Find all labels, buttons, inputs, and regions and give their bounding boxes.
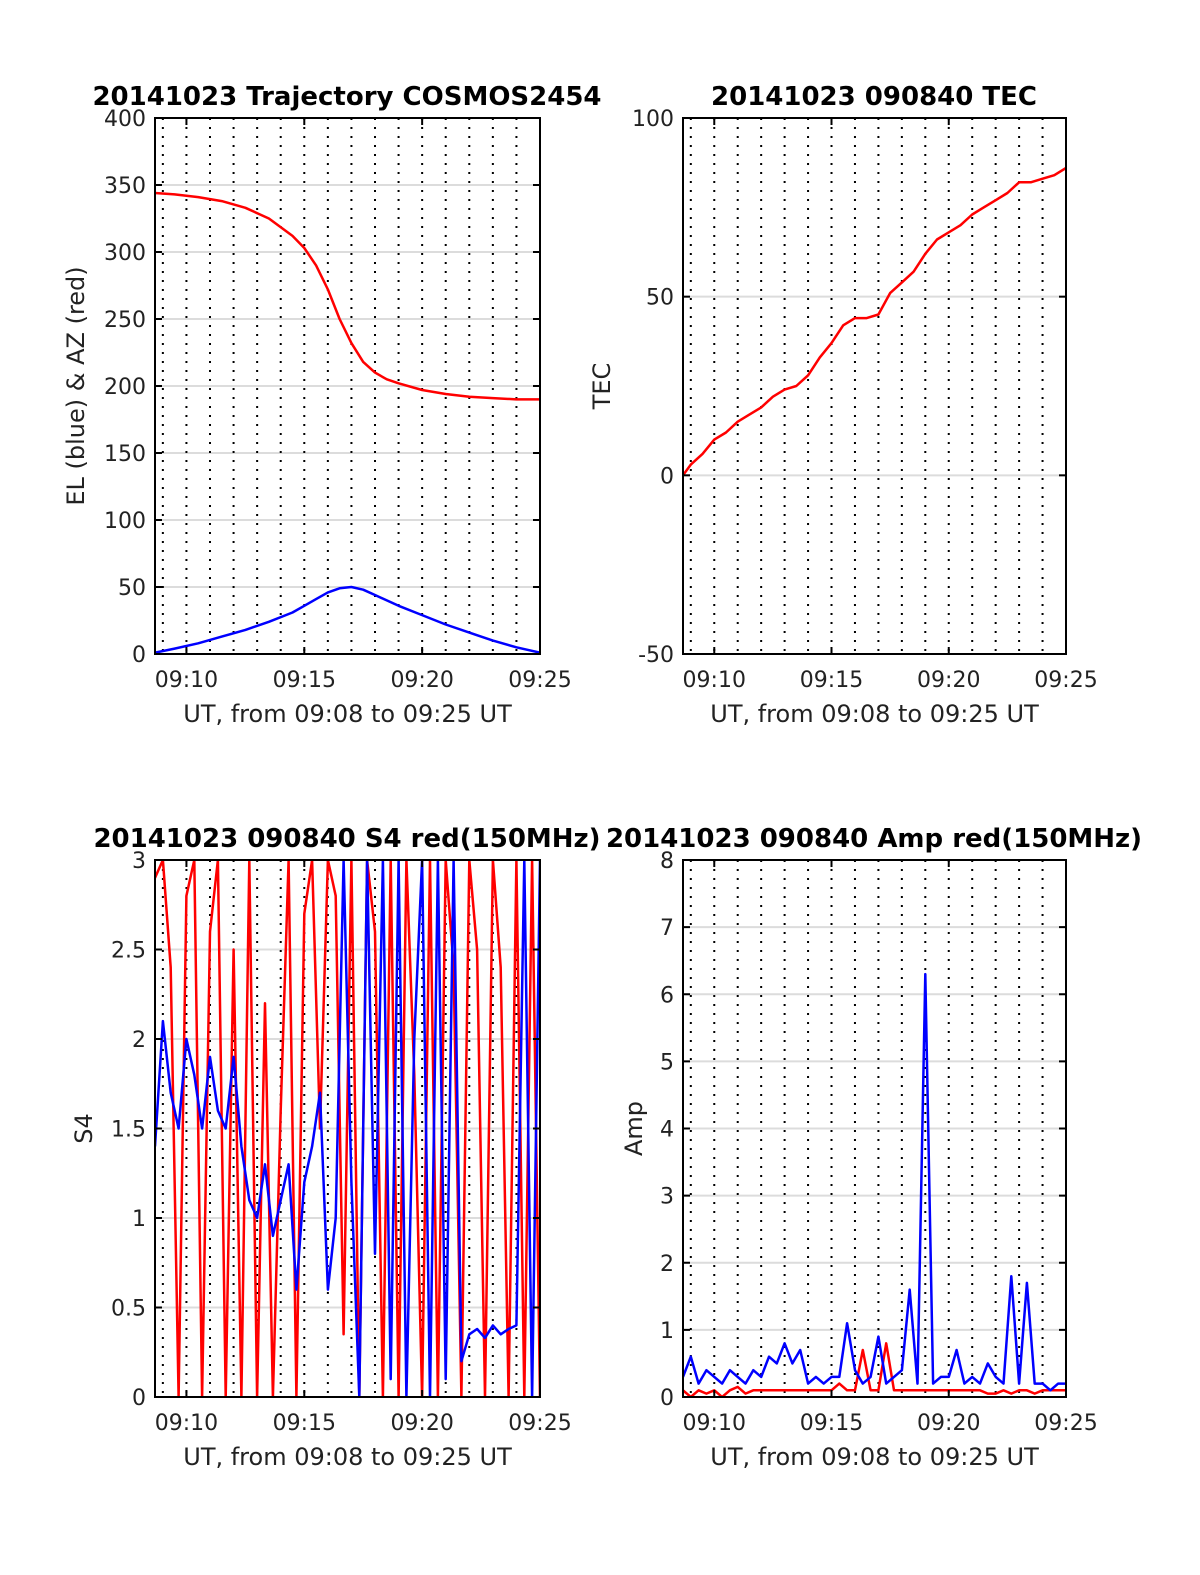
y-tick-label: 200 [104,375,146,400]
y-tick-label: 6 [660,983,674,1008]
y-tick-label: 0 [132,643,146,668]
x-tick-label: 09:10 [155,1411,218,1436]
y-axis-label: Amp [620,1101,648,1156]
chart-title: 20141023 090840 Amp red(150MHz) [606,824,1142,854]
x-axis-label: UT, from 09:08 to 09:25 UT [710,700,1039,728]
x-tick-label: 09:25 [1034,1411,1097,1436]
y-tick-label: 100 [632,107,674,132]
y-tick-label: 150 [104,442,146,467]
y-tick-label: 2 [660,1252,674,1277]
y-tick-label: 7 [660,916,674,941]
y-tick-label: 1 [660,1319,674,1344]
y-tick-label: 0 [660,464,674,489]
x-tick-label: 09:15 [273,668,336,693]
x-tick-label: 09:10 [683,668,746,693]
y-tick-label: 0.5 [111,1297,146,1322]
x-axis-label: UT, from 09:08 to 09:25 UT [183,700,512,728]
x-tick-label: 09:15 [273,1411,336,1436]
y-tick-label: -50 [638,643,674,668]
chart-title: 20141023 Trajectory COSMOS2454 [92,82,601,112]
x-tick-label: 09:25 [508,1411,571,1436]
y-tick-label: 50 [646,286,674,311]
x-tick-label: 09:10 [683,1411,746,1436]
x-tick-label: 09:15 [800,668,863,693]
y-tick-label: 1.5 [111,1118,146,1143]
y-tick-label: 5 [660,1050,674,1075]
chart-tec: -50 0 50 100 09:10 09:15 09:20 09:25 20141023 09… [588,82,1098,728]
series-line-blue [155,860,540,1397]
y-tick-label: 0 [132,1386,146,1411]
x-axis-label: UT, from 09:08 to 09:25 UT [710,1443,1039,1471]
y-tick-label: 2.5 [111,939,146,964]
chart-trajectory: 0 50 100 150 200 250 300 350 400 09:10 09:15 09:20 0… [62,82,602,728]
series-line-blue [155,585,540,654]
y-axis-label: TEC [588,363,616,411]
axes-frame [682,117,1067,655]
y-tick-label: 300 [104,241,146,266]
y-tick-label: 3 [132,849,146,874]
y-tick-label: 350 [104,174,146,199]
y-tick-label: 4 [660,1118,674,1143]
y-tick-label: 250 [104,308,146,333]
y-tick-label: 100 [104,509,146,534]
chart-amp: 0 1 2 3 4 5 6 7 8 09:10 09:15 09:20 09:25 20141023 09… [606,824,1142,1471]
y-axis-label: S4 [70,1113,98,1144]
y-axis-label: EL (blue) & AZ (red) [62,266,90,505]
y-tick-label: 50 [118,576,146,601]
x-tick-label: 09:10 [155,668,218,693]
x-tick-label: 09:20 [917,1411,980,1436]
y-tick-label: 0 [660,1386,674,1411]
x-tick-label: 09:25 [508,668,571,693]
series-line-red [155,191,540,401]
x-axis-label: UT, from 09:08 to 09:25 UT [183,1443,512,1471]
x-tick-label: 09:20 [390,1411,453,1436]
chart-title: 20141023 090840 TEC [711,82,1037,112]
x-tick-label: 09:20 [390,668,453,693]
x-tick-label: 09:25 [1034,668,1097,693]
chart-title: 20141023 090840 S4 red(150MHz) [93,824,600,854]
y-tick-label: 400 [104,107,146,132]
x-tick-label: 09:15 [800,1411,863,1436]
series-line-red [155,860,540,1397]
y-tick-label: 1 [132,1207,146,1232]
y-tick-label: 3 [660,1185,674,1210]
y-tick-label: 8 [660,849,674,874]
series-line-red [683,1342,1066,1397]
chart-s4: 0 0.5 1 1.5 2 2.5 3 09:10 09:15 09:20 09:25 2014102… [70,824,601,1471]
series-line-blue [683,972,1066,1392]
y-tick-label: 2 [132,1028,146,1053]
x-tick-label: 09:20 [917,668,980,693]
series-line-red [683,166,1066,477]
